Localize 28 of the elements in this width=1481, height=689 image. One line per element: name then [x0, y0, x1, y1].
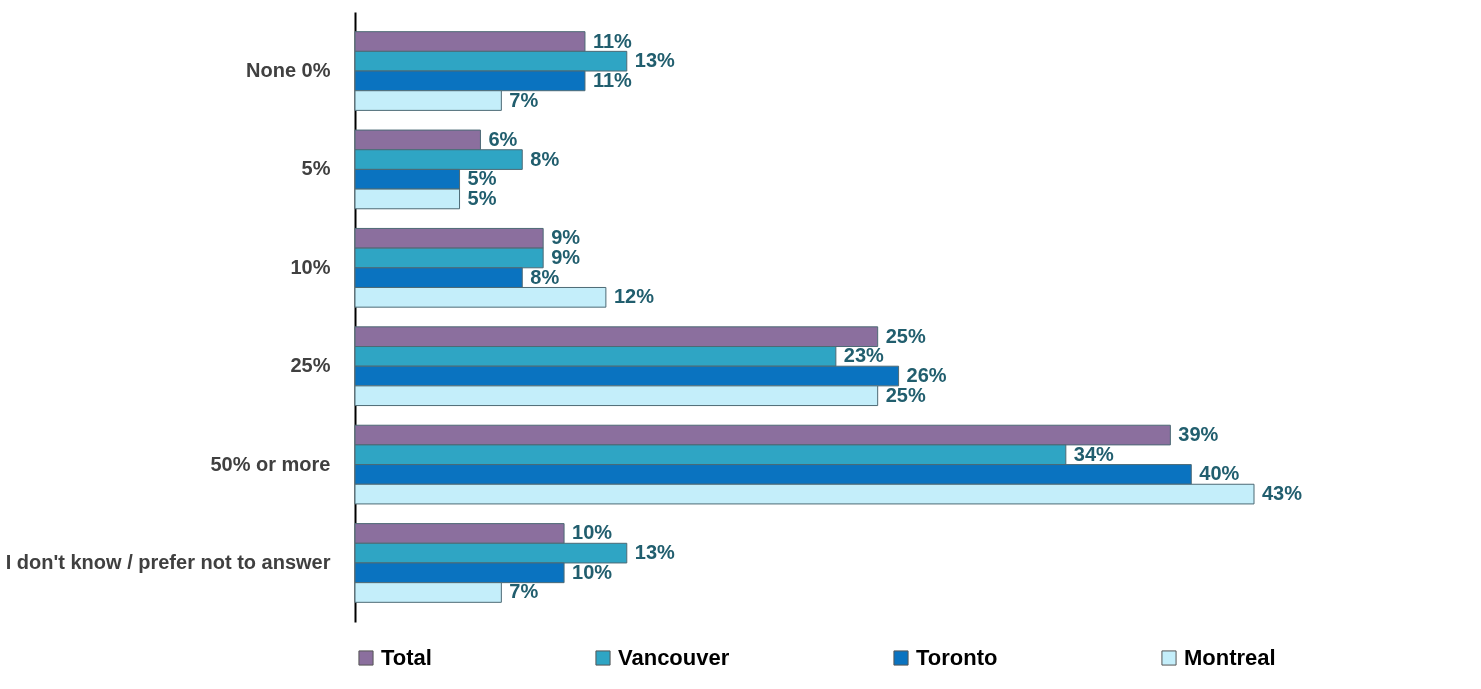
data-label: 8% [530, 265, 560, 288]
y-tick-label: None 0% [246, 59, 331, 82]
legend-label: Vancouver [618, 645, 730, 670]
legend-label: Montreal [1184, 645, 1276, 670]
data-label: 13% [634, 49, 676, 72]
data-label: 39% [1178, 423, 1219, 446]
data-label: 6% [488, 127, 518, 150]
data-label: 11% [592, 29, 633, 52]
y-tick-label: 5% [301, 157, 331, 180]
y-tick-label: 25% [290, 354, 331, 377]
data-label: 7% [509, 580, 539, 603]
legend-label: Toronto [916, 645, 998, 670]
data-label: 10% [572, 560, 613, 583]
data-label: 43% [1262, 482, 1303, 505]
y-tick-label: 10% [290, 255, 331, 278]
data-label: 7% [509, 88, 539, 111]
data-label: 11% [592, 68, 633, 91]
data-label: 25% [885, 324, 926, 347]
data-label: 12% [613, 285, 655, 308]
y-tick-label: I don't know / prefer not to answer [5, 550, 331, 573]
data-label: 10% [572, 521, 613, 544]
data-label: 34% [1073, 442, 1115, 465]
data-label: 40% [1199, 462, 1240, 485]
y-tick-label: 50% or more [210, 452, 331, 475]
data-label: 13% [634, 541, 676, 564]
legend-label: Total [381, 645, 432, 670]
data-label: 23% [843, 344, 885, 367]
data-label: 8% [530, 147, 560, 170]
